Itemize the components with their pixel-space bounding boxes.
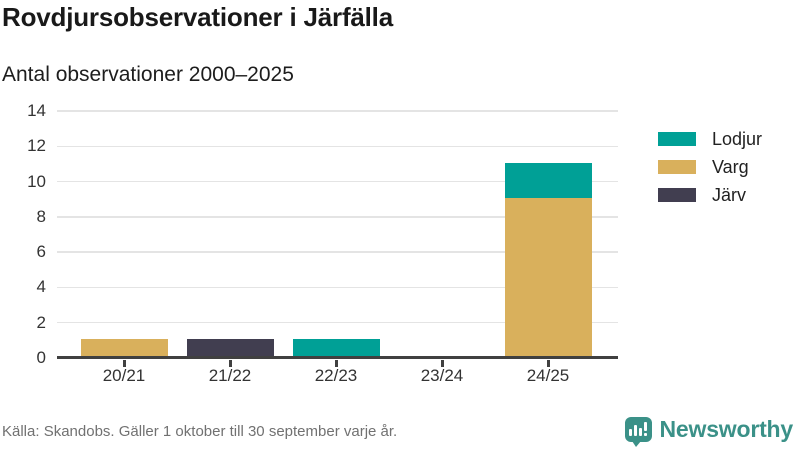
chart-subtitle: Antal observationer 2000–2025 xyxy=(2,63,294,86)
x-axis-tick xyxy=(228,360,232,367)
newsworthy-chart-bubble-icon xyxy=(624,417,652,447)
y-axis-tick-label: 14 xyxy=(27,101,46,120)
x-axis-tick xyxy=(122,360,126,367)
y-axis-tick-label: 10 xyxy=(27,171,46,191)
plot-area xyxy=(57,110,618,359)
legend-label: Järv xyxy=(712,184,747,205)
gridline xyxy=(57,286,618,289)
legend-swatch-lodjur xyxy=(658,132,696,146)
logo-exclamation-icon xyxy=(644,422,648,436)
logo-bar-icon xyxy=(629,429,633,436)
legend-swatch-varg xyxy=(658,160,696,174)
bar-segment-lodjur-22-23 xyxy=(292,339,380,357)
bar-segment-varg-20-21 xyxy=(80,339,168,357)
gridline xyxy=(57,145,618,148)
x-axis-category-label: 22/23 xyxy=(314,366,358,385)
brand-name: Newsworthy xyxy=(659,416,794,442)
chart-title: Rovdjursobservationer i Järfälla xyxy=(2,2,393,32)
gridline xyxy=(57,251,618,253)
legend-label: Varg xyxy=(712,156,749,177)
x-axis-category-label: 24/25 xyxy=(526,366,570,385)
x-axis-category-label: 23/24 xyxy=(420,366,464,385)
y-axis-tick-label: 8 xyxy=(36,206,46,226)
logo-bar-icon xyxy=(634,425,638,436)
x-axis-line xyxy=(57,356,618,359)
x-axis-tick xyxy=(334,360,338,367)
bar-segment-järv-21-22 xyxy=(186,339,274,357)
x-axis-category-label: 20/21 xyxy=(102,366,146,385)
legend-item-järv: Järv xyxy=(658,185,762,205)
y-axis-tick-label: 4 xyxy=(36,277,46,297)
legend-item-lodjur: Lodjur xyxy=(658,129,762,149)
bar-segment-varg-24-25 xyxy=(504,198,592,357)
x-axis-category-label: 21/22 xyxy=(208,366,252,385)
x-axis-tick xyxy=(440,360,444,367)
legend: Lodjur Varg Järv xyxy=(658,129,762,216)
gridline xyxy=(57,321,618,324)
y-axis-tick-label: 6 xyxy=(36,242,46,262)
source-note: Källa: Skandobs. Gäller 1 oktober till 3… xyxy=(2,423,398,440)
legend-swatch-järv xyxy=(658,188,696,202)
x-axis-tick xyxy=(546,360,550,367)
legend-label: Lodjur xyxy=(712,128,763,149)
y-axis-tick-label: 0 xyxy=(36,348,46,367)
logo-bar-icon xyxy=(639,428,643,436)
gridline xyxy=(57,216,618,218)
legend-item-varg: Varg xyxy=(658,157,762,177)
bar-segment-lodjur-24-25 xyxy=(504,162,592,199)
gridline xyxy=(57,110,618,112)
y-axis-tick-label: 2 xyxy=(36,312,46,332)
gridline xyxy=(57,180,618,183)
brand-logo: Newsworthy xyxy=(624,416,794,447)
y-axis-tick-label: 12 xyxy=(27,136,46,156)
